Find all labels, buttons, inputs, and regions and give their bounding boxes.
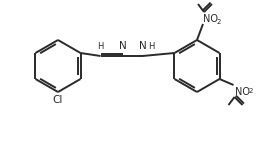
Text: Cl: Cl xyxy=(53,95,63,105)
Text: H: H xyxy=(149,41,155,50)
Text: NO: NO xyxy=(234,87,250,97)
Text: H: H xyxy=(97,41,104,50)
Text: N: N xyxy=(119,41,126,50)
Text: N: N xyxy=(139,41,146,50)
Text: 2: 2 xyxy=(217,18,221,25)
Text: 2: 2 xyxy=(248,88,252,94)
Text: NO: NO xyxy=(203,14,218,24)
